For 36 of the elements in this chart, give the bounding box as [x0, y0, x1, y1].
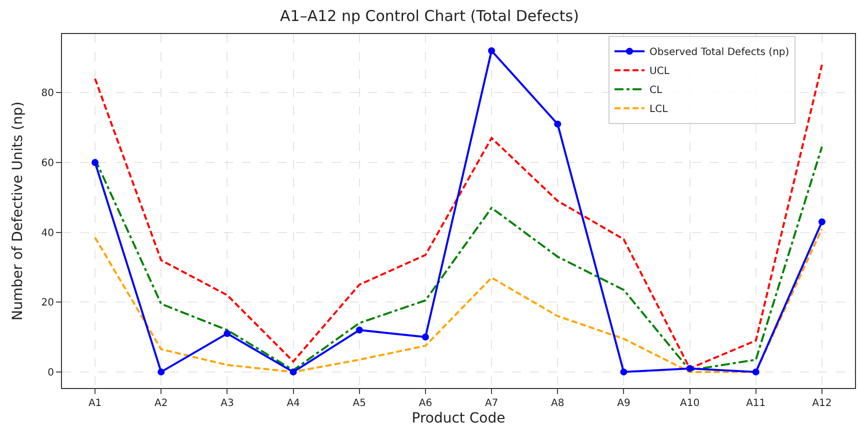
x-tick-label: A1 — [88, 398, 102, 409]
legend-label: Observed Total Defects (np) — [650, 47, 790, 58]
x-tick-label: A12 — [812, 398, 832, 409]
y-tick-label: 0 — [48, 367, 54, 378]
y-tick-label: 20 — [41, 298, 54, 309]
x-tick-label: A7 — [484, 398, 498, 409]
point — [290, 368, 297, 376]
point — [752, 368, 760, 376]
y-tick-label: 60 — [41, 158, 54, 169]
legend-label: LCL — [650, 104, 668, 116]
legend-label: UCL — [650, 66, 670, 78]
x-tick-label: A5 — [352, 398, 366, 409]
point — [686, 364, 694, 372]
x-axis-title: Product Code — [412, 410, 506, 426]
chart-title: A1–A12 np Control Chart (Total Defects) — [280, 7, 579, 26]
x-tick-label: A10 — [680, 398, 700, 409]
y-tick-label: 40 — [41, 228, 54, 239]
y-axis-title: Number of Defective Units (np) — [10, 102, 26, 320]
x-tick-label: A8 — [551, 398, 564, 409]
point — [620, 368, 628, 376]
point — [554, 120, 562, 128]
legend-label: CL — [650, 85, 663, 96]
point — [488, 47, 496, 54]
point — [818, 218, 826, 226]
x-tick-label: A3 — [220, 398, 234, 409]
point — [92, 158, 99, 166]
x-tick-label: A6 — [418, 398, 432, 409]
point — [224, 330, 231, 338]
x-tick-label: A9 — [617, 398, 630, 409]
point — [158, 368, 165, 376]
x-tick-label: A11 — [746, 398, 766, 409]
point — [356, 326, 363, 334]
x-tick-label: A4 — [286, 398, 300, 409]
point — [422, 334, 429, 341]
y-tick-label: 80 — [41, 88, 54, 100]
x-tick-label: A2 — [154, 398, 168, 409]
